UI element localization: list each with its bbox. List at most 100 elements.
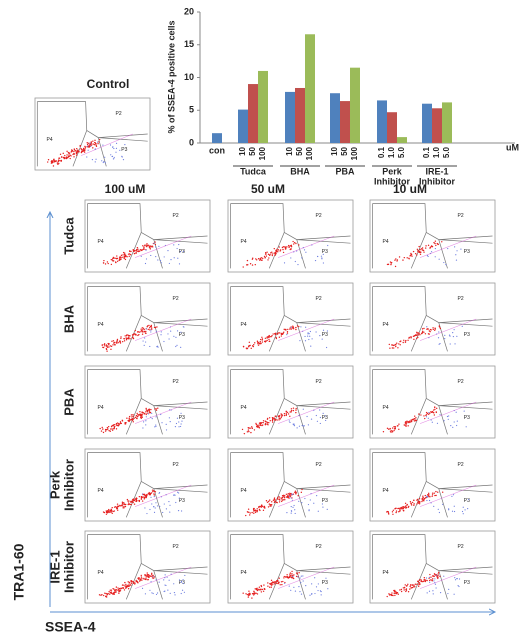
cell-dot [151, 592, 153, 594]
cell-dot [411, 501, 414, 504]
cell-dot [112, 257, 114, 260]
cell-dot [66, 154, 68, 156]
gate-label: P2 [458, 462, 464, 468]
cell-dot [54, 160, 57, 162]
cell-dot [448, 509, 450, 511]
cell-dot [391, 429, 393, 432]
cell-dot [435, 244, 437, 247]
cell-dot [451, 495, 453, 497]
cell-dot [293, 574, 295, 576]
cell-dot [297, 576, 299, 578]
cell-dot [125, 421, 127, 424]
cell-dot [433, 414, 436, 416]
cell-dot [247, 596, 250, 598]
cell-dot [261, 338, 264, 340]
cell-dot [113, 423, 116, 426]
cell-dot [406, 420, 408, 422]
cell-dot [428, 333, 430, 335]
cell-dot [146, 409, 148, 412]
cell-dot [158, 245, 160, 247]
cell-dot [123, 338, 126, 340]
cell-dot [288, 497, 290, 499]
cell-dot [449, 343, 451, 345]
cell-dot [99, 427, 101, 430]
cell-dot [137, 248, 139, 250]
cell-dot [396, 259, 399, 261]
cell-dot [406, 257, 408, 259]
cell-dot [417, 500, 419, 503]
cell-dot [401, 506, 403, 508]
cell-dot [125, 339, 128, 341]
cell-dot [307, 333, 309, 335]
cell-dot [426, 326, 428, 328]
cell-dot [155, 416, 157, 418]
cell-dot [137, 334, 139, 337]
cell-dot [155, 593, 158, 596]
cell-dot [301, 424, 303, 427]
cell-dot [388, 593, 390, 595]
cell-dot [107, 262, 109, 265]
cell-dot [382, 431, 385, 433]
cell-dot [163, 340, 165, 343]
cell-dot [156, 326, 158, 328]
cell-dot [134, 582, 136, 584]
gate-label: P3 [179, 332, 185, 338]
cell-dot [168, 579, 170, 581]
diag-line [277, 318, 335, 341]
cell-dot [136, 331, 139, 333]
cell-dot [151, 575, 153, 577]
cell-dot [436, 574, 438, 576]
gate-label: P2 [316, 296, 322, 302]
cell-dot [61, 156, 63, 158]
cell-dot [128, 585, 130, 588]
flow-plot: P2 P3 P4 [84, 530, 211, 604]
flow-plot: P2 P3 P4 [227, 199, 354, 273]
cell-dot [276, 498, 279, 500]
cell-dot [415, 419, 418, 421]
gate-lines [87, 452, 208, 518]
cell-dot [91, 159, 94, 161]
cell-dot [181, 420, 183, 422]
cell-dot [426, 579, 428, 582]
cell-dot [267, 585, 269, 587]
dose-label: 100 [350, 146, 359, 160]
cell-dot [447, 592, 449, 595]
cell-dot [102, 346, 105, 349]
cell-dot [270, 335, 272, 338]
cell-dot [92, 147, 94, 149]
cell-dot [283, 331, 285, 333]
cell-dot [417, 251, 419, 253]
dose-label: 50 [340, 146, 349, 155]
cell-dot [173, 257, 175, 259]
cell-dot [73, 156, 75, 158]
cell-dot [319, 335, 321, 337]
cell-dot [149, 345, 151, 348]
cell-dot [92, 143, 94, 145]
gate-label: P3 [322, 580, 328, 586]
cell-dot [266, 501, 269, 503]
gate-label: P3 [464, 332, 470, 338]
cell-dot [256, 508, 258, 510]
cell-dot [179, 251, 181, 253]
cell-dot [423, 498, 425, 501]
cell-dot [289, 494, 291, 497]
cell-dot [395, 510, 398, 512]
cell-dot [403, 339, 405, 342]
cell-dot [267, 582, 269, 584]
cell-dot [83, 151, 86, 153]
cell-dot [399, 509, 401, 511]
flow-plot: P2 P3 P4 [227, 448, 354, 522]
cell-dot [267, 506, 270, 508]
cell-dot [271, 419, 274, 422]
cell-dot [314, 592, 316, 595]
cell-dot [424, 580, 427, 583]
cell-dot [289, 495, 291, 498]
cell-dot [293, 243, 295, 245]
flow-plot: P2 P3 P4 [369, 530, 496, 604]
cell-dot [393, 592, 395, 594]
cell-dot [301, 488, 303, 491]
cell-dot [262, 590, 265, 592]
cell-dot [119, 421, 122, 423]
cell-dot [294, 260, 296, 263]
cell-dot [393, 347, 395, 349]
